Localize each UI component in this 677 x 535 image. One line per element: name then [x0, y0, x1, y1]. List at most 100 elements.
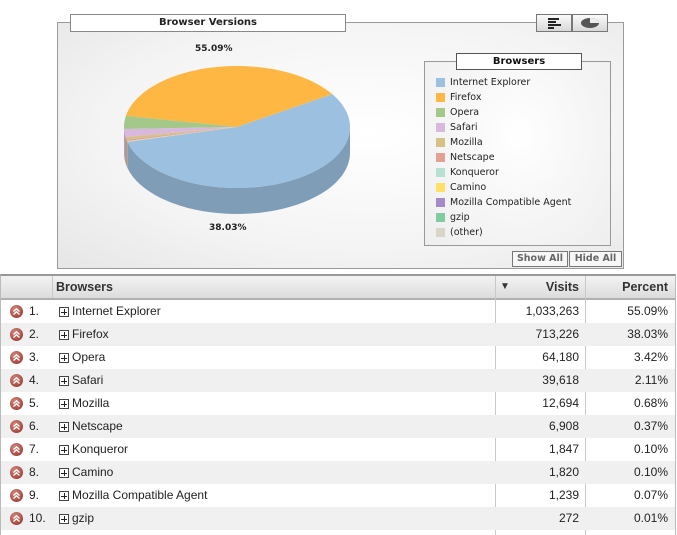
percent-value: 55.09% — [586, 300, 668, 323]
legend-item[interactable]: Konqueror — [436, 166, 499, 179]
rank-number: 10. — [29, 507, 46, 530]
legend-item[interactable]: Netscape — [436, 151, 495, 164]
collapse-up-icon[interactable] — [10, 489, 23, 502]
legend-swatch — [436, 213, 445, 222]
legend-item[interactable]: Firefox — [436, 91, 481, 104]
legend-label: Mozilla Compatible Agent — [450, 197, 571, 208]
rank-number: 2. — [29, 323, 39, 346]
browser-name: gzip — [72, 507, 94, 530]
collapse-up-icon[interactable] — [10, 443, 23, 456]
percent-value: 0.37% — [586, 415, 668, 438]
legend-label: gzip — [450, 212, 470, 223]
rank-number: 9. — [29, 484, 39, 507]
expand-icon[interactable] — [59, 422, 69, 432]
legend-swatch — [436, 198, 445, 207]
expand-icon[interactable] — [59, 445, 69, 455]
table-header: Browsers ▼ Visits Percent — [1, 276, 675, 300]
legend-label: Netscape — [450, 152, 495, 163]
legend-item[interactable]: (other) — [436, 226, 483, 239]
browser-name: Safari — [72, 369, 103, 392]
collapse-up-icon[interactable] — [10, 305, 23, 318]
percent-value: 0.68% — [586, 392, 668, 415]
visits-value: 39,618 — [496, 369, 579, 392]
browser-name: Mozilla — [72, 392, 109, 415]
pie-label-firefox: 38.03% — [209, 223, 247, 233]
column-divider — [52, 276, 53, 298]
header-visits[interactable]: Visits — [496, 276, 579, 298]
percent-value: 0.10% — [586, 438, 668, 461]
percent-value: 0.01% — [586, 507, 668, 530]
legend-label: Firefox — [450, 92, 481, 103]
show-all-button[interactable]: Show All — [512, 251, 568, 267]
legend-item[interactable]: Mozilla Compatible Agent — [436, 196, 571, 209]
collapse-up-icon[interactable] — [10, 466, 23, 479]
expand-icon[interactable] — [59, 491, 69, 501]
visits-value: 1,239 — [496, 484, 579, 507]
legend-label: Konqueror — [450, 167, 499, 178]
collapse-up-icon[interactable] — [10, 351, 23, 364]
expand-icon[interactable] — [59, 353, 69, 363]
expand-icon[interactable] — [59, 399, 69, 409]
expand-icon[interactable] — [59, 307, 69, 317]
legend-item[interactable]: gzip — [436, 211, 470, 224]
rank-number: 3. — [29, 346, 39, 369]
header-browsers[interactable]: Browsers — [56, 276, 113, 298]
visits-value: 1,847 — [496, 438, 579, 461]
collapse-up-icon[interactable] — [10, 374, 23, 387]
legend-swatch — [436, 153, 445, 162]
legend-title: Browsers — [456, 53, 582, 70]
collapse-up-icon[interactable] — [10, 420, 23, 433]
hide-all-button[interactable]: Hide All — [569, 251, 622, 267]
rank-number: 6. — [29, 415, 39, 438]
legend-item[interactable]: Safari — [436, 121, 478, 134]
percent-value: 0.07% — [586, 484, 668, 507]
table-row[interactable]: 9. Mozilla Compatible Agent 1,239 0.07% — [1, 484, 675, 507]
legend-swatch — [436, 78, 445, 87]
legend-label: Safari — [450, 122, 478, 133]
collapse-up-icon[interactable] — [10, 328, 23, 341]
legend-item[interactable]: Opera — [436, 106, 479, 119]
table-row[interactable]: 6. Netscape 6,908 0.37% — [1, 415, 675, 438]
expand-icon[interactable] — [59, 376, 69, 386]
visits-value: 12,694 — [496, 392, 579, 415]
legend-item[interactable]: Camino — [436, 181, 486, 194]
legend-swatch — [436, 108, 445, 117]
rank-number: 5. — [29, 392, 39, 415]
expand-icon[interactable] — [59, 468, 69, 478]
percent-value: 2.11% — [586, 369, 668, 392]
percent-value: 3.42% — [586, 346, 668, 369]
legend-swatch — [436, 138, 445, 147]
table-row[interactable]: 5. Mozilla 12,694 0.68% — [1, 392, 675, 415]
percent-value: 38.03% — [586, 323, 668, 346]
table-row[interactable]: 2. Firefox 713,226 38.03% — [1, 323, 675, 346]
visits-value: 713,226 — [496, 323, 579, 346]
browser-name: Internet Explorer — [72, 300, 161, 323]
collapse-up-icon[interactable] — [10, 397, 23, 410]
collapse-up-icon[interactable] — [10, 512, 23, 525]
visits-value: 1,033,263 — [496, 300, 579, 323]
browser-name: Firefox — [72, 323, 109, 346]
browser-name: Mozilla Compatible Agent — [72, 484, 207, 507]
legend-item[interactable]: Mozilla — [436, 136, 483, 149]
legend-item[interactable]: Internet Explorer — [436, 76, 530, 89]
legend-swatch — [436, 93, 445, 102]
expand-icon[interactable] — [59, 330, 69, 340]
browser-name: Opera — [72, 346, 105, 369]
legend-label: Mozilla — [450, 137, 483, 148]
rank-number: 8. — [29, 461, 39, 484]
browsers-table: Browsers ▼ Visits Percent 1.Internet Exp… — [0, 274, 676, 535]
visits-value: 6,908 — [496, 415, 579, 438]
browser-name: Camino — [72, 461, 113, 484]
legend-label: Internet Explorer — [450, 77, 530, 88]
legend-label: Opera — [450, 107, 479, 118]
browser-name: Netscape — [72, 415, 123, 438]
expand-icon[interactable] — [59, 514, 69, 524]
legend-swatch — [436, 123, 445, 132]
header-percent[interactable]: Percent — [586, 276, 668, 298]
